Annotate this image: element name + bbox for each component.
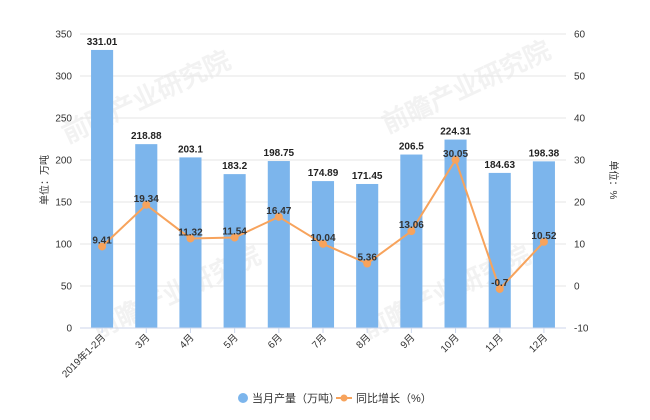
bar: [444, 139, 467, 328]
right-tick-label: 30: [574, 156, 586, 167]
bar-data-label: 198.75: [264, 148, 295, 159]
line-point: [319, 239, 327, 248]
bar-data-label: 331.01: [87, 37, 118, 48]
watermark-text: 前瞻产业研究院: [377, 35, 555, 139]
bar-data-label: 174.89: [308, 168, 339, 179]
line-data-label: -0.7: [491, 278, 509, 289]
line-point: [495, 284, 504, 293]
bar-series: [91, 49, 555, 328]
line-point: [230, 233, 239, 242]
legend-item-bar[interactable]: 当月产量（万吨）: [238, 391, 340, 405]
bar: [267, 161, 290, 328]
right-tick-label: -10: [574, 324, 589, 335]
x-tick-label: 11月: [483, 332, 506, 355]
bar: [179, 157, 202, 328]
left-axis-title: 单位：万吨: [38, 155, 51, 205]
right-tick-label: 60: [574, 30, 586, 41]
line-point: [98, 242, 107, 251]
watermark-layer: 前瞻产业研究院前瞻产业研究院前瞻产业研究院前瞻产业研究院: [57, 35, 555, 344]
line-data-labels: 9.41 19.34 11.32 11.54 16.47 10.04 5.36 13.06 30…: [92, 149, 556, 289]
left-tick-label: 150: [55, 198, 72, 209]
x-tick-label: 7月: [310, 332, 329, 351]
bar: [400, 154, 423, 328]
legend-line-marker-dot: [340, 394, 348, 402]
left-tick-label: 250: [55, 114, 72, 125]
legend-bar-marker: [238, 393, 248, 403]
legend-bar-label: 当月产量（万吨）: [252, 391, 340, 405]
left-tick-label: 300: [55, 72, 72, 83]
bar-data-label: 224.31: [440, 127, 471, 138]
right-tick-label: 40: [574, 114, 586, 125]
right-tick-label: 50: [574, 72, 586, 83]
left-tick-label: 50: [61, 282, 73, 293]
line-data-label: 11.32: [178, 227, 203, 238]
line-point: [142, 200, 151, 209]
line-point: [407, 227, 416, 236]
line-point: [539, 237, 548, 246]
bar-data-label: 198.38: [529, 148, 560, 159]
bar: [356, 183, 379, 328]
bar-data-label: 171.45: [352, 171, 383, 182]
bar: [488, 172, 511, 328]
x-tick-label: 6月: [265, 332, 284, 351]
line-data-label: 10.04: [310, 233, 335, 244]
bar-data-label: 206.5: [399, 142, 424, 153]
left-tick-label: 350: [55, 30, 72, 41]
bar-data-label: 203.1: [178, 144, 203, 155]
bar: [223, 174, 246, 328]
x-tick-label: 3月: [133, 332, 152, 351]
bar-data-label: 218.88: [131, 131, 162, 142]
x-tick-label: 5月: [221, 332, 240, 351]
right-axis-title: 单位：%: [607, 161, 620, 200]
line-data-label: 13.06: [399, 220, 424, 231]
bar-data-labels: 331.01 218.88 203.1 183.2 198.75 174.89 171.45…: [87, 37, 560, 182]
bar-data-label: 184.63: [484, 160, 515, 171]
line-point: [274, 212, 283, 221]
legend-line-label: 同比增长（%）: [356, 391, 432, 405]
x-tick-label: 4月: [177, 332, 196, 351]
bar-data-label: 183.2: [222, 161, 247, 172]
line-data-label: 10.52: [531, 231, 556, 242]
x-tick-label: 12月: [527, 332, 550, 355]
bar: [311, 181, 335, 328]
line-point: [363, 259, 372, 268]
line-data-label: 30.05: [443, 149, 468, 160]
line-series: [98, 155, 548, 293]
line-data-label: 5.36: [357, 252, 377, 263]
line-data-label: 16.47: [266, 206, 291, 217]
right-tick-label: 20: [574, 198, 586, 209]
legend: 当月产量（万吨） 同比增长（%）: [238, 391, 432, 405]
line-point: [451, 155, 460, 164]
line-data-label: 11.54: [222, 227, 247, 238]
legend-item-line[interactable]: 同比增长（%）: [336, 391, 432, 405]
line-data-label: 19.34: [134, 194, 159, 205]
bar: [91, 49, 114, 328]
x-tick-label: 10月: [438, 332, 461, 355]
left-tick-label: 100: [55, 240, 72, 251]
x-tick-label: 9月: [398, 332, 417, 351]
right-tick-label: 0: [574, 282, 580, 293]
left-tick-label: 200: [55, 156, 72, 167]
left-tick-label: 0: [66, 324, 72, 335]
bar: [135, 144, 158, 328]
line-point: [186, 234, 195, 243]
line-data-label: 9.41: [92, 235, 112, 246]
right-tick-label: 10: [574, 240, 586, 251]
x-tick-label: 2019年1-2月: [59, 331, 108, 380]
